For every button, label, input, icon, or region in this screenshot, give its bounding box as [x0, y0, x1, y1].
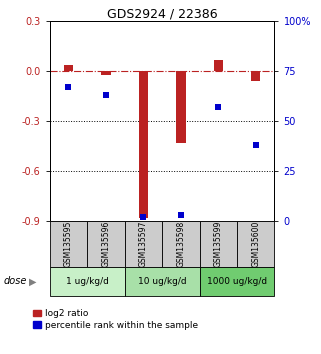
Bar — [139, 71, 148, 218]
Bar — [64, 64, 73, 71]
Bar — [200, 267, 274, 296]
Bar — [251, 71, 260, 81]
Text: 10 ug/kg/d: 10 ug/kg/d — [138, 277, 187, 286]
Point — [253, 142, 258, 148]
Bar — [237, 221, 274, 267]
Text: GSM135595: GSM135595 — [64, 221, 73, 268]
Bar — [125, 267, 200, 296]
Bar — [213, 59, 223, 71]
Text: ▶: ▶ — [29, 276, 36, 286]
Point — [216, 104, 221, 110]
Bar — [87, 221, 125, 267]
Text: GSM135599: GSM135599 — [214, 221, 223, 268]
Point — [178, 212, 183, 218]
Bar — [101, 71, 111, 75]
Bar — [125, 221, 162, 267]
Bar — [50, 267, 125, 296]
Point — [66, 84, 71, 90]
Bar — [162, 221, 200, 267]
Legend: log2 ratio, percentile rank within the sample: log2 ratio, percentile rank within the s… — [33, 309, 198, 330]
Text: 1 ug/kg/d: 1 ug/kg/d — [66, 277, 108, 286]
Text: dose: dose — [3, 276, 27, 286]
Text: GSM135598: GSM135598 — [176, 221, 185, 267]
Text: GSM135600: GSM135600 — [251, 221, 260, 268]
Text: GSM135596: GSM135596 — [101, 221, 110, 268]
Bar — [176, 71, 186, 143]
Point — [141, 215, 146, 220]
Title: GDS2924 / 22386: GDS2924 / 22386 — [107, 7, 217, 20]
Bar — [200, 221, 237, 267]
Text: 1000 ug/kg/d: 1000 ug/kg/d — [207, 277, 267, 286]
Bar — [50, 221, 87, 267]
Text: GSM135597: GSM135597 — [139, 221, 148, 268]
Point — [103, 92, 108, 98]
